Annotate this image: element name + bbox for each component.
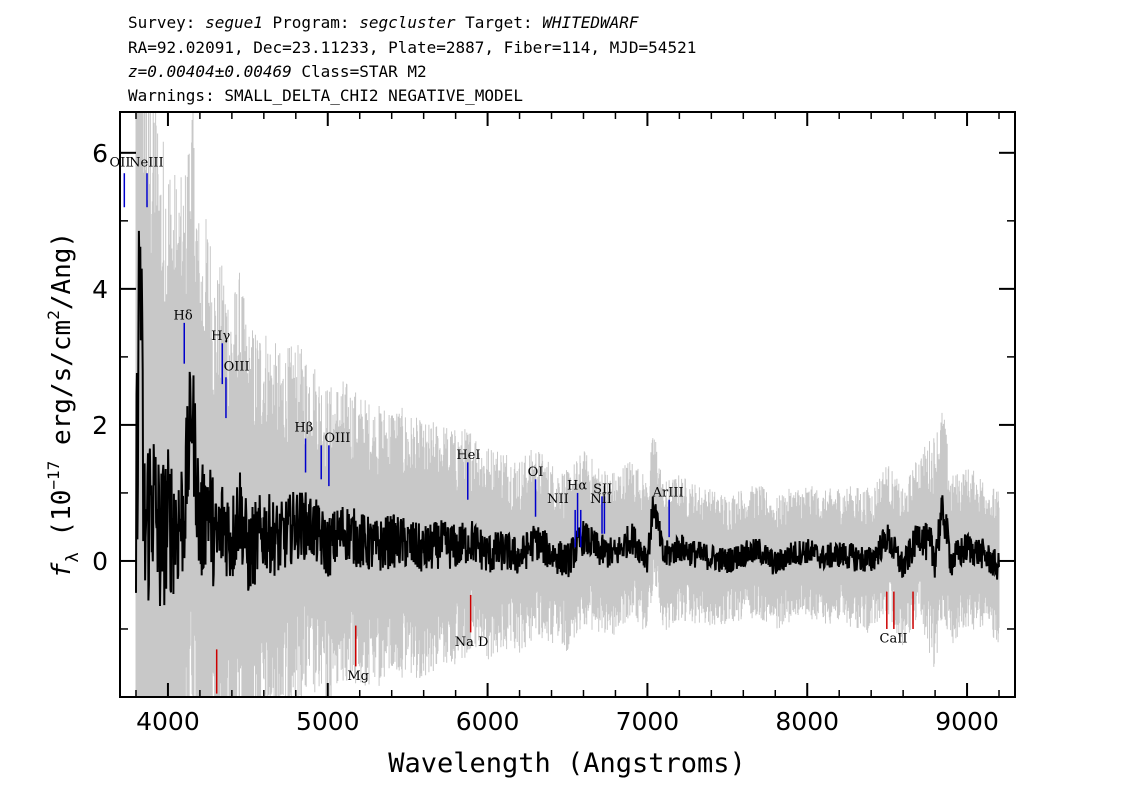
program-value: segcluster (359, 13, 456, 32)
class-value: Class=STAR M2 (291, 62, 427, 81)
line-marker-label: Mg (347, 669, 369, 684)
survey-label: Survey: (128, 13, 206, 32)
target-value: WHITEDWARF (542, 13, 639, 32)
error-envelope (135, 112, 1000, 697)
program-label: Program: (262, 13, 360, 32)
axis-ticks: 4000 5000 6000 7000 8000 9000 0 2 4 6 (92, 112, 1015, 736)
header-line-3: z=0.00404±0.00469 Class=STAR M2 (128, 61, 427, 83)
line-marker-label: NeIII (129, 155, 163, 170)
line-marker-label: NII (547, 492, 569, 507)
y-tick-label: 2 (92, 411, 108, 440)
line-marker-label: OI (528, 465, 544, 480)
line-marker-label: OIII (324, 431, 350, 446)
redshift-value: z=0.00404±0.00469 (128, 62, 292, 81)
y-tick-label: 4 (92, 275, 108, 304)
y-label-pre: (10 (47, 490, 77, 553)
header-line-4: Warnings: SMALL_DELTA_CHI2 NEGATIVE_MODE… (128, 86, 523, 105)
line-marker-label: HeI (456, 448, 480, 463)
survey-value: segue1 (205, 13, 263, 32)
error-band (135, 112, 1000, 697)
line-marker-label: OIII (224, 359, 250, 374)
line-marker-label: SII (593, 482, 612, 497)
header-line-1: Survey: segue1 Program: segcluster Targe… (128, 12, 639, 34)
line-marker-label: Hβ (294, 421, 313, 436)
y-axis-label: fλ (10−17 erg/s/cm2/Ang) (44, 232, 83, 578)
flux-line (135, 230, 1000, 607)
x-tick-label: 6000 (456, 707, 520, 736)
y-label-exp2: 2 (44, 310, 63, 320)
x-tick-label: 5000 (296, 707, 360, 736)
line-marker-label: NII (590, 492, 612, 507)
y-label-exp1: −17 (44, 461, 63, 490)
line-markers (123, 173, 914, 694)
target-label: Target: (455, 13, 543, 32)
y-tick-label: 6 (92, 139, 108, 168)
flux-series (135, 230, 1000, 607)
line-marker-label: CaII (880, 632, 908, 647)
y-label-post: /Ang) (47, 232, 77, 310)
x-tick-label: 9000 (935, 707, 999, 736)
line-marker-label: Hα (567, 479, 587, 494)
plot-frame (119, 111, 1016, 698)
y-label-f: f (47, 562, 77, 578)
x-tick-label: 8000 (775, 707, 839, 736)
y-label-sub: λ (63, 552, 83, 562)
y-tick-label: 0 (92, 547, 108, 576)
line-marker-label: Hγ (211, 329, 230, 344)
line-marker-label: Hδ (174, 308, 193, 323)
x-axis-label: Wavelength (Angstroms) (388, 748, 746, 779)
x-tick-label: 4000 (136, 707, 200, 736)
line-marker-label: ArIII (652, 485, 684, 500)
header-line-2: RA=92.02091, Dec=23.11233, Plate=2887, F… (128, 38, 697, 57)
y-label-mid: erg/s/cm (47, 320, 77, 461)
x-tick-label: 7000 (616, 707, 680, 736)
line-marker-label: Na D (455, 635, 489, 650)
